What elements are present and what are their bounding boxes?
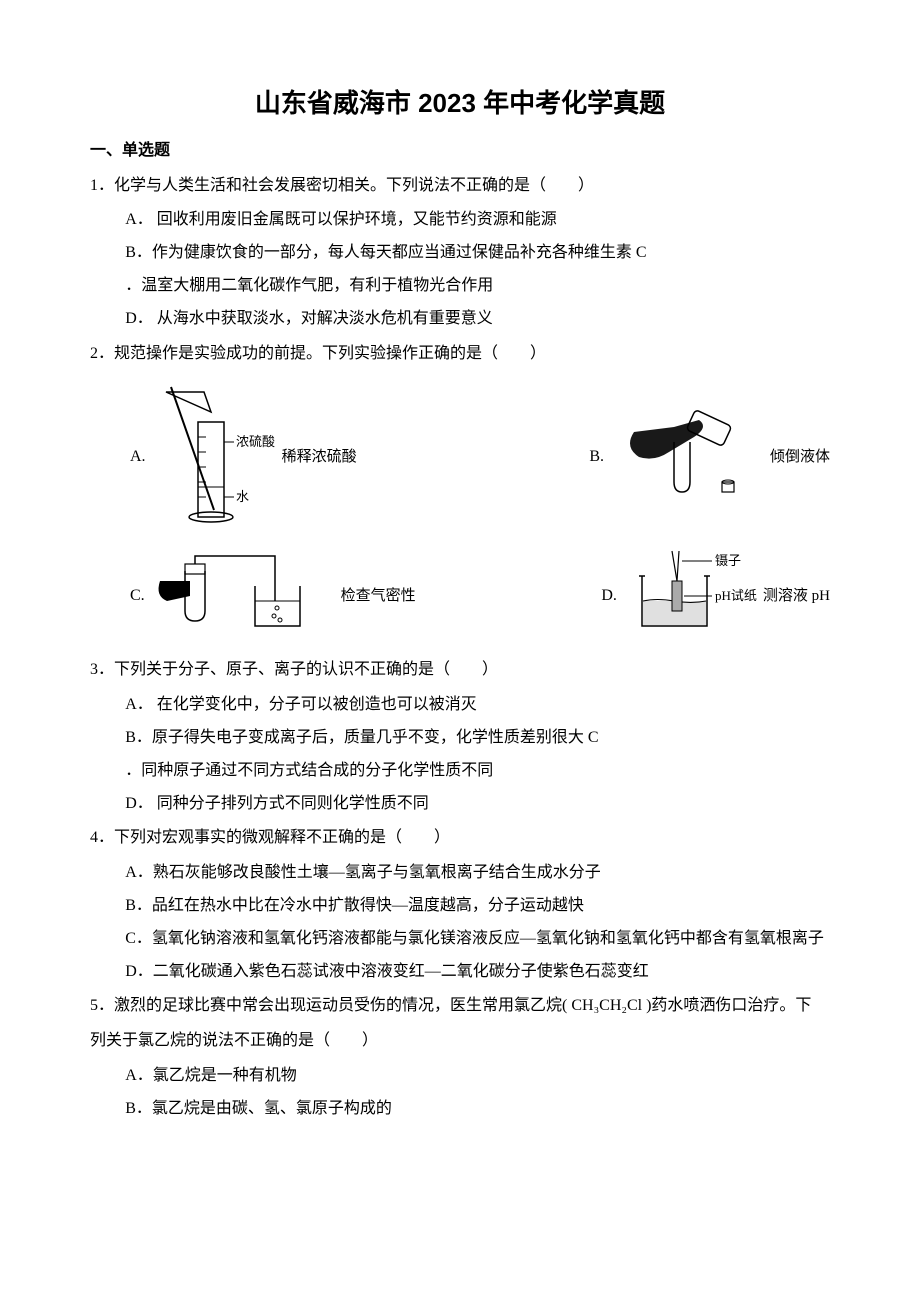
q1-opt-d: D． 从海水中获取淡水，对解决淡水危机有重要意义 bbox=[125, 305, 830, 334]
pour-liquid-diagram bbox=[614, 402, 764, 512]
section-heading: 一、单选题 bbox=[90, 137, 830, 166]
question-1-stem: 1．化学与人类生活和社会发展密切相关。下列说法不正确的是（ ） bbox=[90, 172, 830, 201]
q5-opt-b: B．氯乙烷是由碳、氢、氯原子构成的 bbox=[125, 1095, 830, 1124]
tweezers-label: 镊子 bbox=[715, 553, 741, 568]
q2-d-label: D. bbox=[601, 582, 617, 611]
ph-test-diagram: 镊子 pH试纸 bbox=[627, 546, 757, 646]
q4-opt-a: A．熟石灰能够改良酸性土壤—氢离子与氢氧根离子结合生成水分子 bbox=[125, 859, 830, 888]
question-5-stem: 5．激烈的足球比赛中常会出现运动员受伤的情况，医生常用氯乙烷( CH₃CH₂Cl… bbox=[90, 992, 830, 1021]
question-5-options: A．氯乙烷是一种有机物 B．氯乙烷是由碳、氢、氯原子构成的 bbox=[90, 1062, 830, 1124]
q2-a-label: A. bbox=[130, 443, 146, 472]
q4-opt-d: D．二氧化碳通入紫色石蕊试液中溶液变红—二氧化碳分子使紫色石蕊变红 bbox=[125, 958, 830, 987]
question-2-stem: 2．规范操作是实验成功的前提。下列实验操作正确的是（ ） bbox=[90, 340, 830, 369]
q2-fig-a: A. 浓硫酸 水 稀释浓硫酸 bbox=[130, 382, 357, 532]
q2-b-caption: 倾倒液体 bbox=[770, 444, 830, 471]
dilute-acid-diagram: 浓硫酸 水 bbox=[156, 382, 276, 532]
q3-opt-d: D． 同种分子排列方式不同则化学性质不同 bbox=[125, 790, 830, 819]
q5-opt-a: A．氯乙烷是一种有机物 bbox=[125, 1062, 830, 1091]
page-title: 山东省威海市 2023 年中考化学真题 bbox=[90, 80, 830, 127]
q5-stem-a: 5．激烈的足球比赛中常会出现运动员受伤的情况，医生常用氯乙烷( bbox=[90, 997, 571, 1014]
acid-label: 浓硫酸 bbox=[236, 434, 275, 449]
q4-opt-c: C．氢氧化钠溶液和氢氧化钙溶液都能与氯化镁溶液反应—氢氧化钠和氢氧化钙中都含有氢… bbox=[125, 925, 830, 954]
q3-opt-b: B．原子得失电子变成离子后，质量几乎不变，化学性质差别很大 C bbox=[125, 724, 830, 753]
water-label: 水 bbox=[236, 489, 249, 504]
ph-paper-label: pH试纸 bbox=[715, 588, 757, 603]
q2-fig-c: C. 检查气密性 bbox=[130, 546, 416, 646]
q1-opt-c: ．温室大棚用二氧化碳作气肥，有利于植物光合作用 bbox=[125, 272, 830, 301]
question-5-stem-cont: 列关于氯乙烷的说法不正确的是（ ） bbox=[90, 1027, 830, 1056]
q2-row-ab: A. 浓硫酸 水 稀释浓硫酸 B. bbox=[130, 382, 830, 532]
question-1-options: A． 回收利用废旧金属既可以保护环境，又能节约资源和能源 B．作为健康饮食的一部… bbox=[90, 206, 830, 333]
question-4-stem: 4．下列对宏观事实的微观解释不正确的是（ ） bbox=[90, 824, 830, 853]
q2-c-label: C. bbox=[130, 582, 145, 611]
q1-opt-a: A． 回收利用废旧金属既可以保护环境，又能节约资源和能源 bbox=[125, 206, 830, 235]
q2-d-caption: 测溶液 pH bbox=[763, 583, 830, 610]
question-4-options: A．熟石灰能够改良酸性土壤—氢离子与氢氧根离子结合生成水分子 B．品红在热水中比… bbox=[90, 859, 830, 986]
q4-opt-b: B．品红在热水中比在冷水中扩散得快—温度越高，分子运动越快 bbox=[125, 892, 830, 921]
airtightness-diagram bbox=[155, 546, 335, 646]
q3-opt-a: A． 在化学变化中，分子可以被创造也可以被消灭 bbox=[125, 691, 830, 720]
q2-fig-d: D. 镊子 pH试纸 测溶液 pH bbox=[601, 546, 830, 646]
q2-a-caption: 稀释浓硫酸 bbox=[282, 444, 357, 471]
question-3-stem: 3．下列关于分子、原子、离子的认识不正确的是（ ） bbox=[90, 656, 830, 685]
q2-fig-b: B. 倾倒液体 bbox=[589, 402, 830, 512]
q5-stem-b: )药水喷洒伤口治疗。下 bbox=[642, 997, 811, 1014]
q3-opt-c: ．同种原子通过不同方式结合成的分子化学性质不同 bbox=[125, 757, 830, 786]
q2-b-label: B. bbox=[589, 443, 604, 472]
question-3-options: A． 在化学变化中，分子可以被创造也可以被消灭 B．原子得失电子变成离子后，质量… bbox=[90, 691, 830, 818]
q5-formula: CH₃CH₂Cl bbox=[571, 997, 642, 1014]
q1-opt-b: B．作为健康饮食的一部分，每人每天都应当通过保健品补充各种维生素 C bbox=[125, 239, 830, 268]
q2-c-caption: 检查气密性 bbox=[341, 583, 416, 610]
q2-row-cd: C. 检查气密性 D. bbox=[130, 546, 830, 646]
